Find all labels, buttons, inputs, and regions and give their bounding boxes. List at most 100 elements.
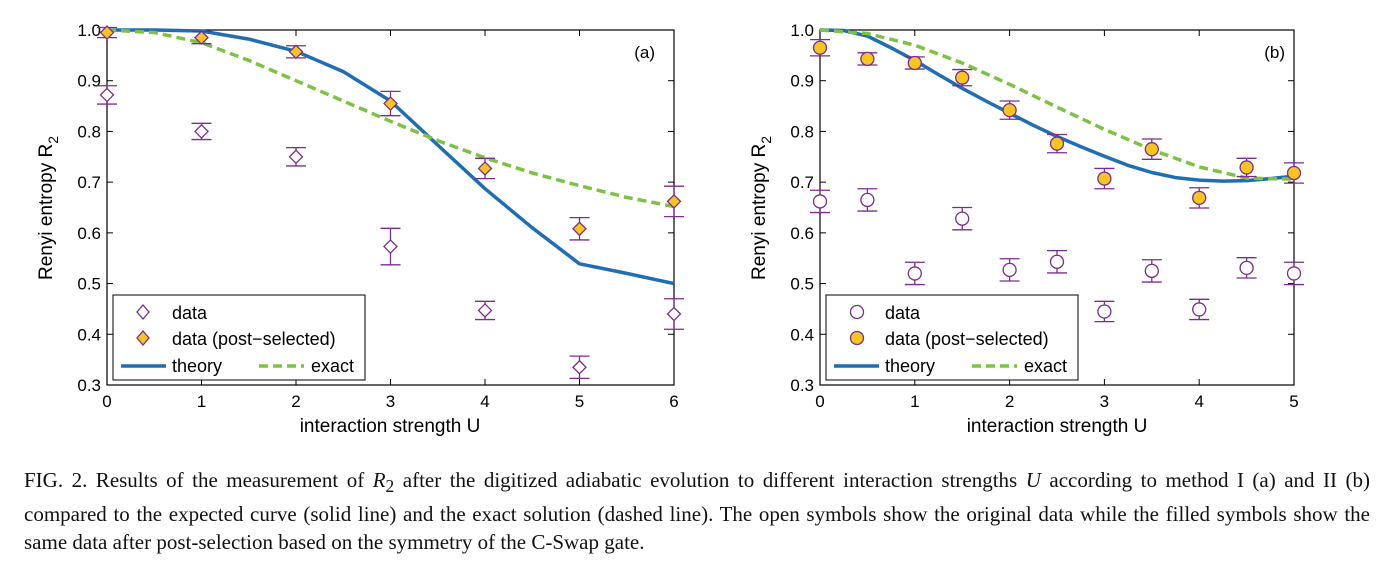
- data-point: [1236, 257, 1257, 279]
- marker-circle: [955, 211, 970, 226]
- legend-label-theory-a: theory: [172, 356, 222, 376]
- ticks-a: 0 1 2 3 4 5 6 0.3 0.4 0.5 0.6 0.7 0.8 0.9 1.0: [77, 21, 678, 411]
- data-point: [380, 227, 401, 266]
- legend-item-data-a: data: [136, 303, 208, 323]
- marker-diamond: [666, 193, 682, 209]
- marker-diamond: [477, 303, 493, 318]
- data-point: [286, 44, 306, 60]
- marker-circle: [1192, 190, 1207, 206]
- marker-diamond: [572, 359, 587, 375]
- legend-item-exact-b: exact: [972, 356, 1067, 376]
- legend-label-exact-b: exact: [1024, 356, 1067, 376]
- points-b: [810, 38, 1304, 323]
- marker-circle: [1002, 262, 1017, 278]
- y-axis-label-b: Renyi entropy R2: [749, 136, 774, 280]
- x-tick-label: 0: [102, 392, 111, 411]
- legend-item-post-selected-a: data (post−selected): [136, 329, 336, 349]
- data-point: [286, 147, 306, 167]
- ticks-b: 0 1 2 3 4 5 0.3 0.4 0.5 0.6 0.7 0.8 0.9 1.0: [790, 21, 1298, 411]
- data-point: [952, 68, 973, 87]
- legend-item-post-selected-b: data (post−selected): [849, 329, 1049, 349]
- x-tick-label: 5: [575, 392, 584, 411]
- marker-circle: [860, 192, 875, 208]
- x-tick-label: 6: [669, 392, 678, 411]
- data-point: [999, 258, 1020, 282]
- marker-diamond: [383, 96, 398, 111]
- marker-diamond: [572, 221, 587, 237]
- data-point: [1189, 187, 1210, 209]
- marker-diamond: [99, 87, 115, 103]
- y-tick-label: 0.5: [77, 275, 101, 294]
- y-tick-label: 0.9: [790, 72, 814, 91]
- legend-label-exact-a: exact: [311, 356, 354, 376]
- y-tick-label: 0.9: [77, 72, 101, 91]
- y-tick-label: 0.6: [77, 224, 101, 243]
- y-axis-label-a: Renyi entropy R2: [36, 136, 61, 280]
- x-tick-label: 4: [1194, 392, 1203, 411]
- marker-circle: [1239, 160, 1254, 175]
- marker-circle: [1002, 102, 1017, 118]
- x-axis-label-a: interaction strength U: [300, 416, 481, 437]
- marker-circle: [860, 51, 875, 67]
- marker-circle: [1049, 136, 1065, 151]
- marker-diamond: [194, 124, 209, 139]
- points-a: [97, 25, 684, 380]
- marker-circle: [1144, 263, 1159, 279]
- series-line-exact: [819, 28, 1295, 181]
- series-line-exact: [106, 28, 675, 209]
- y-tick-label: 0.8: [77, 122, 101, 141]
- x-tick-label: 1: [197, 392, 206, 411]
- x-tick-label: 2: [1005, 392, 1014, 411]
- marker-circle: [1239, 260, 1254, 276]
- marker-circle: [812, 194, 828, 209]
- panel-label-a: (a): [634, 43, 655, 62]
- data-point: [857, 51, 878, 67]
- y-tick-label: 0.3: [77, 376, 101, 395]
- x-tick-label: 1: [910, 392, 919, 411]
- data-point: [97, 25, 117, 40]
- legend-b: data data (post−selected) theory exact: [825, 294, 1079, 381]
- y-tick-label: 0.4: [77, 325, 101, 344]
- legend-label-post-selected-a: data (post−selected): [172, 329, 336, 349]
- y-tick-label: 1.0: [790, 21, 814, 40]
- panel-a: 0 1 2 3 4 5 6 0.3 0.4 0.5 0.6 0.7 0.8 0.9 1.0 (a) inte…: [36, 21, 684, 437]
- data-point: [1236, 157, 1257, 178]
- legend-label-data-a: data: [172, 303, 208, 323]
- marker-diamond: [666, 306, 682, 322]
- panel-label-b: (b): [1264, 43, 1285, 62]
- data-point: [475, 157, 495, 180]
- marker-circle: [1097, 304, 1112, 319]
- y-tick-label: 0.7: [790, 173, 814, 192]
- data-point: [1141, 138, 1162, 160]
- figure-caption: FIG. 2. Results of the measurement of R2…: [24, 468, 1370, 555]
- x-tick-label: 0: [815, 392, 824, 411]
- y-tick-label: 0.5: [790, 275, 814, 294]
- data-point: [97, 85, 117, 105]
- figure: 0 1 2 3 4 5 6 0.3 0.4 0.5 0.6 0.7 0.8 0.9 1.0 (a) inte…: [36, 21, 1304, 437]
- legend-item-data-b: data: [849, 303, 921, 323]
- legend-item-theory-a: theory: [121, 356, 222, 376]
- panel-b: 0 1 2 3 4 5 0.3 0.4 0.5 0.6 0.7 0.8 0.9 1.0 (b) inter…: [749, 21, 1304, 437]
- marker-circle: [1049, 254, 1065, 269]
- y-tick-label: 0.6: [790, 224, 814, 243]
- legend-label-theory-b: theory: [885, 356, 935, 376]
- legend-label-post-selected-b: data (post−selected): [885, 329, 1049, 349]
- marker-circle: [907, 266, 922, 281]
- data-point: [569, 355, 590, 380]
- data-point: [810, 38, 830, 57]
- data-point: [904, 55, 925, 71]
- data-point: [380, 90, 401, 117]
- data-point: [1094, 300, 1115, 323]
- y-tick-label: 0.8: [790, 122, 814, 141]
- data-point: [1284, 261, 1304, 286]
- data-point: [191, 122, 212, 141]
- marker-diamond: [477, 161, 493, 176]
- marker-circle: [812, 40, 828, 55]
- data-point: [191, 30, 212, 46]
- data-point: [1094, 167, 1115, 190]
- data-point: [1047, 133, 1067, 154]
- data-point: [1189, 298, 1210, 321]
- marker-circle: [1097, 171, 1112, 186]
- data-point: [1047, 249, 1067, 274]
- marker-circle: [1286, 165, 1302, 181]
